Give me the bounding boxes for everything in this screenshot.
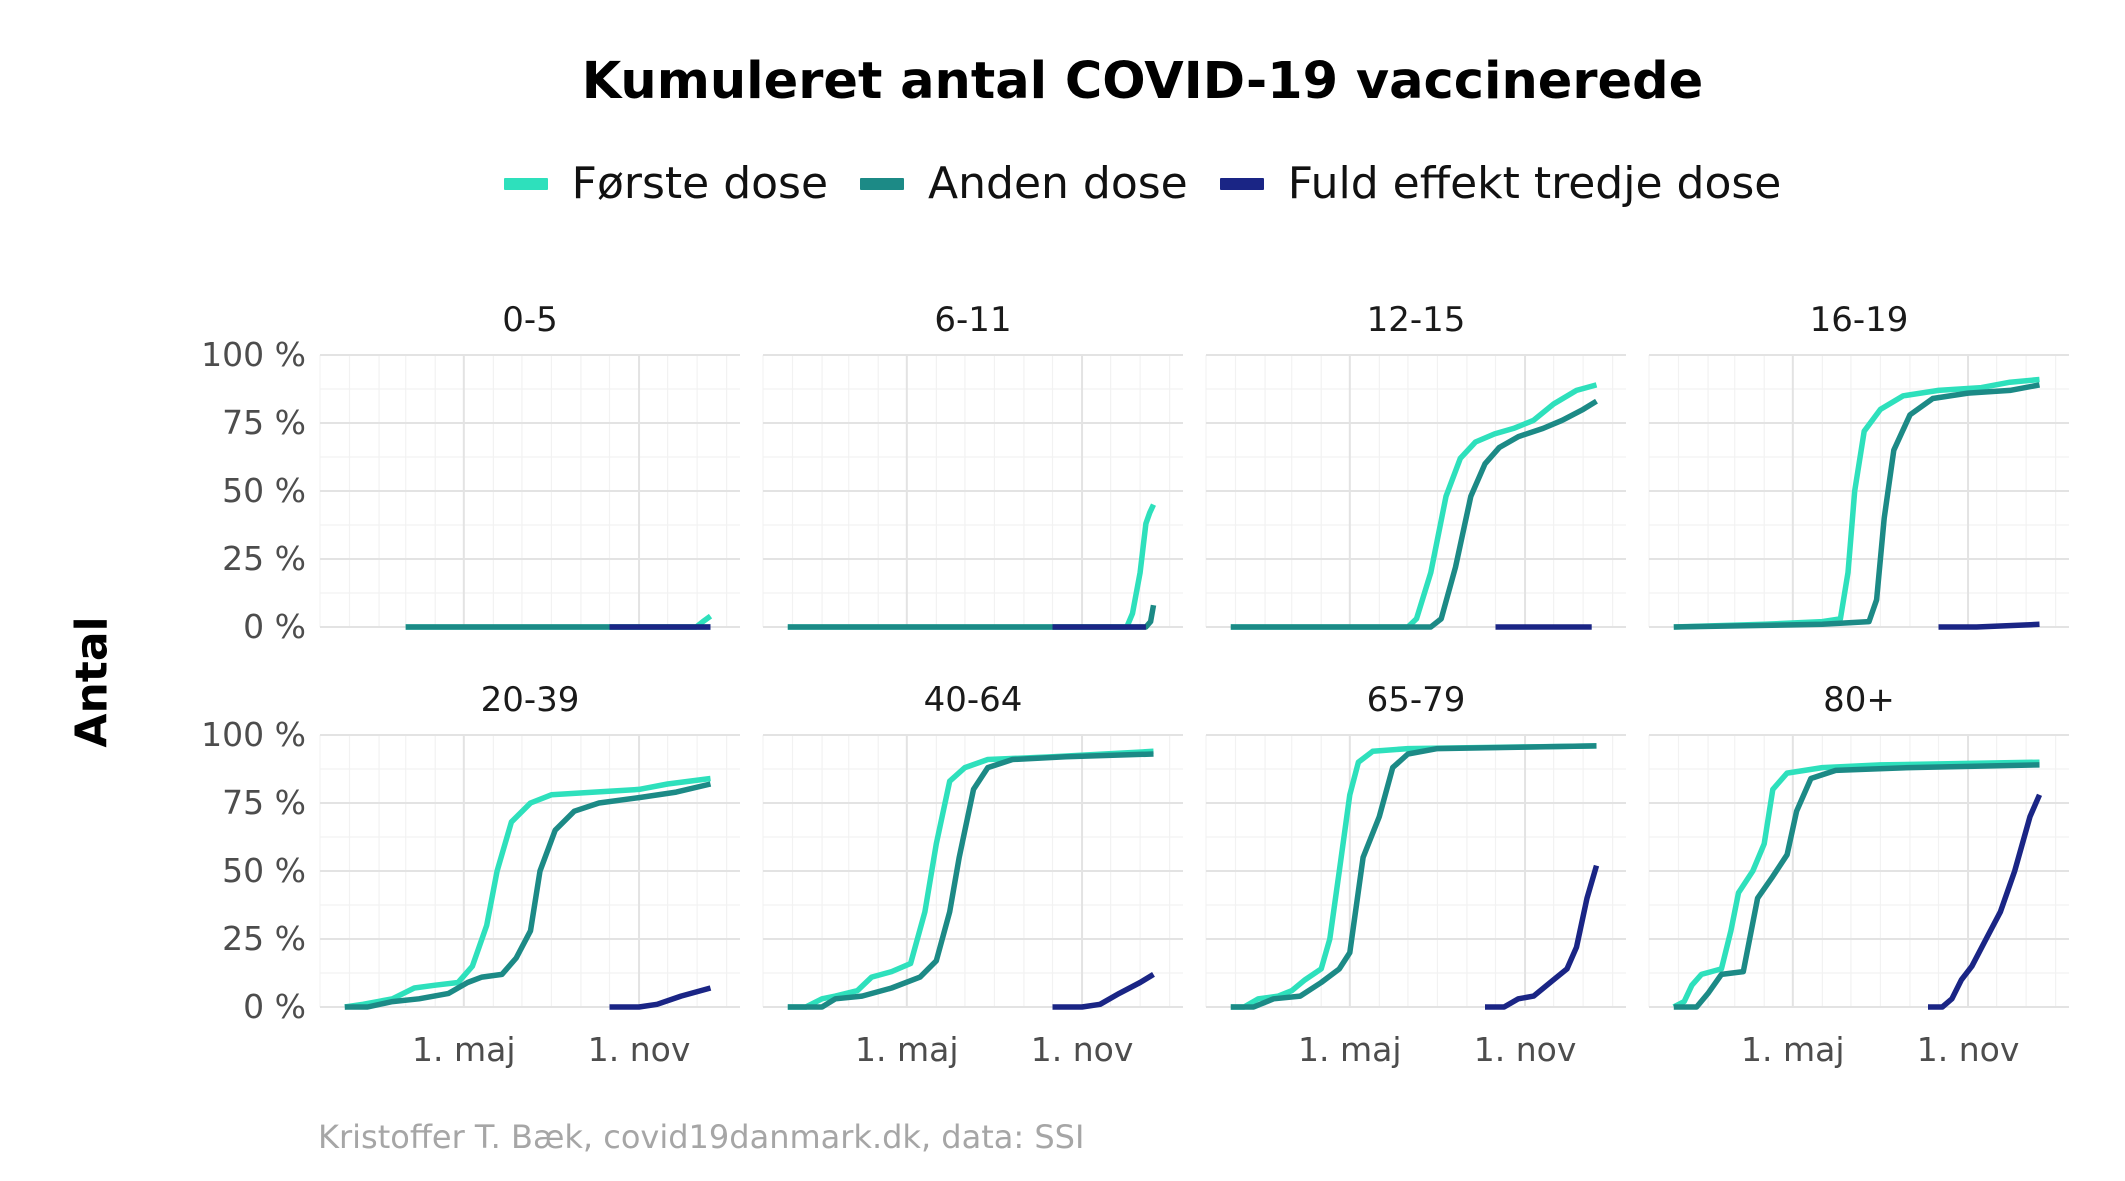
facet-65-79: 1. maj 1. nov 65-79 — [1205, 680, 1626, 1069]
y-tick-label: 75 % — [222, 783, 306, 822]
facet-40-64: 1. maj 1. nov 40-64 — [762, 680, 1183, 1069]
series-line-fuld-effekt-tredje-dose — [1928, 793, 2043, 1010]
facet-0-5: 0 % 25 % 50 % 75 % 100 % 0-5 — [201, 300, 740, 646]
legend-label-tredje-dose: Fuld effekt tredje dose — [1287, 158, 1782, 209]
series-line-fuld-effekt-tredje-dose — [1485, 864, 1600, 1010]
facet-label: 20-39 — [481, 680, 580, 720]
facet-label: 6-11 — [934, 300, 1011, 340]
x-tick-label: 1. nov — [1917, 1030, 2020, 1069]
facet-label: 65-79 — [1367, 680, 1466, 720]
series-line-forste-dose — [787, 503, 1156, 630]
y-tick-label: 0 % — [243, 607, 306, 646]
series-line-forste-dose — [787, 748, 1154, 1010]
facet-80: 1. maj 1. nov 80+ — [1648, 680, 2069, 1069]
y-tick-label: 50 % — [222, 851, 306, 890]
x-tick-label: 1. maj — [412, 1030, 516, 1069]
legend-label-forste-dose: Første dose — [571, 158, 829, 209]
y-tick-label: 100 % — [201, 715, 306, 754]
legend-key-tredje-dose — [1219, 177, 1264, 190]
legend-key-forste-dose — [503, 177, 548, 190]
facet-12-15: 12-15 — [1205, 300, 1626, 630]
series-line-fuld-effekt-tredje-dose — [1052, 972, 1155, 1010]
facet-label: 12-15 — [1367, 300, 1466, 340]
y-tick-label: 25 % — [222, 539, 306, 578]
series-line-anden-dose — [787, 604, 1157, 630]
facet-label: 40-64 — [924, 680, 1023, 720]
facet-label: 0-5 — [502, 300, 558, 340]
series-line-anden-dose — [1230, 398, 1598, 630]
series-line-forste-dose — [1672, 759, 2040, 1010]
legend-key-anden-dose — [860, 177, 905, 190]
series-line-anden-dose — [787, 751, 1154, 1010]
series-line-fuld-effekt-tredje-dose — [609, 985, 712, 1010]
y-tick-label: 75 % — [222, 403, 306, 442]
facet-label: 80+ — [1823, 680, 1895, 720]
legend-label-anden-dose: Anden dose — [928, 158, 1188, 209]
caption: Kristoffer T. Bæk, covid19danmark.dk, da… — [318, 1118, 1085, 1156]
series-line-anden-dose — [344, 781, 712, 1010]
series-line-fuld-effekt-tredje-dose — [1938, 621, 2040, 630]
series-line-anden-dose — [1230, 743, 1597, 1010]
y-tick-label: 25 % — [222, 919, 306, 958]
x-tick-label: 1. nov — [588, 1030, 691, 1069]
legend-item-tredje-dose: Fuld effekt tredje dose — [1219, 158, 1782, 209]
facet-16-19: 16-19 — [1648, 300, 2069, 630]
series-line-forste-dose — [1673, 376, 2040, 630]
x-tick-label: 1. maj — [855, 1030, 959, 1069]
y-tick-label: 0 % — [243, 987, 306, 1026]
series-line-anden-dose — [1673, 762, 2040, 1010]
x-tick-label: 1. nov — [1474, 1030, 1577, 1069]
chart-title: Kumuleret antal COVID-19 vaccinerede — [581, 52, 1704, 111]
x-tick-label: 1. maj — [1741, 1030, 1845, 1069]
facet-label: 16-19 — [1810, 300, 1909, 340]
series-line-forste-dose — [1230, 382, 1598, 630]
series-line-forste-dose — [344, 775, 711, 1010]
series-line-anden-dose — [1673, 382, 2041, 630]
series-line-forste-dose — [1230, 743, 1597, 1010]
y-tick-label: 50 % — [222, 471, 306, 510]
x-tick-label: 1. maj — [1298, 1030, 1402, 1069]
facet-20-39: 0 % 25 % 50 % 75 % 100 % 1. maj 1. nov 20-39 — [201, 680, 740, 1069]
legend-item-forste-dose: Første dose — [503, 158, 829, 209]
y-tick-label: 100 % — [201, 335, 306, 374]
legend-item-anden-dose: Anden dose — [860, 158, 1188, 209]
facet-6-11: 6-11 — [762, 300, 1183, 630]
legend: Første dose Anden dose Fuld effekt tredj… — [0, 158, 2125, 209]
x-tick-label: 1. nov — [1031, 1030, 1134, 1069]
